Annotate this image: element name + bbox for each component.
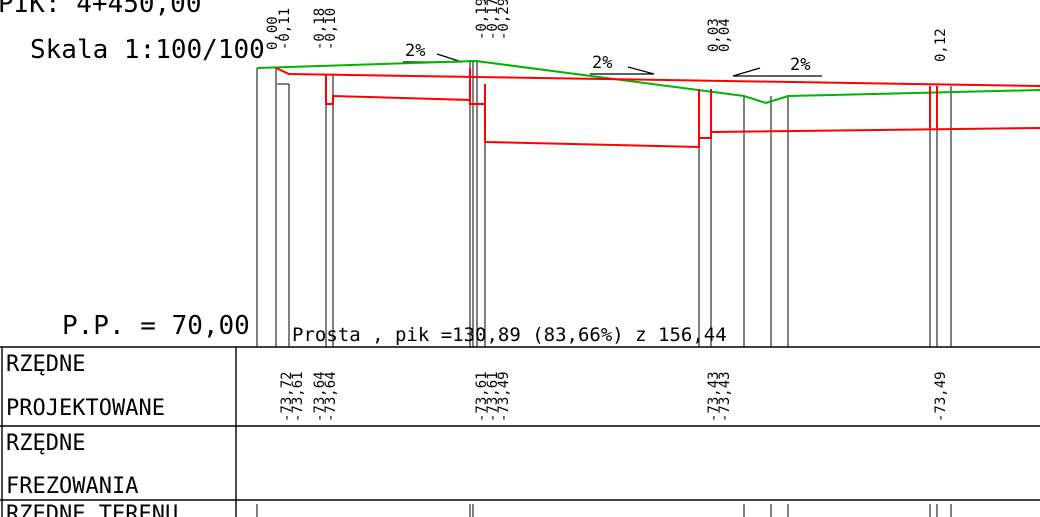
offset-label: -0,11: [277, 8, 293, 50]
slope-label: 2%: [592, 53, 612, 73]
row-label-milling-1: RZĘDNE: [6, 431, 85, 456]
offset-label: -0,18: [312, 8, 328, 50]
elevation-value: -73,49: [496, 371, 512, 422]
offset-label: -0,19: [474, 0, 490, 40]
elevation-value: -73,61: [474, 371, 490, 422]
terrain-line: [256, 59, 1040, 105]
elevation-value: -73,61: [290, 371, 306, 422]
row-label-milling-2: FREZOWANIA: [6, 474, 138, 499]
design-layers: [275, 67, 1040, 149]
row-label-projected-2: PROJEKTOWANE: [6, 396, 165, 421]
offset-label: -0,29: [496, 0, 512, 40]
slope-arrow: [590, 66, 655, 75]
slope-label: 2%: [790, 55, 810, 75]
offset-label: 0,00: [265, 16, 281, 50]
alignment-geometry-note: Prosta , pik =130,89 (83,66%) z 156,44: [292, 324, 727, 346]
reference-plane-label: P.P. = 70,00: [62, 311, 250, 341]
elevation-value: -73,49: [933, 371, 949, 422]
elevation-value: -73,43: [706, 371, 722, 422]
projected-elevations: -73,72 -73,61 -73,64 -73,64 -73,61 -73,6…: [279, 371, 949, 422]
slope-indicators: 2% 2% 2%: [403, 41, 822, 77]
table-row-labels: RZĘDNE PROJEKTOWANE RZĘDNE FREZOWANIA RZ…: [6, 352, 178, 517]
elevation-value: -73,43: [717, 371, 733, 422]
elevation-value: -73,64: [323, 371, 339, 422]
offset-label: 0,12: [933, 28, 949, 62]
elevation-value: -73,72: [279, 371, 295, 422]
offset-label: -0,10: [323, 8, 339, 50]
row-label-projected-1: RZĘDNE: [6, 352, 85, 377]
row-label-terrain: RZĘDNE TERENU: [6, 502, 178, 517]
slope-label: 2%: [405, 41, 425, 61]
elevation-value: -73,64: [312, 371, 328, 422]
terrain-row-ticks: [256, 504, 952, 517]
offset-label: 0,04: [717, 18, 733, 52]
station-header: PIK: 4+450,00: [0, 0, 202, 19]
scale-header: Skala 1:100/100: [30, 35, 265, 65]
elevation-value: -73,61: [485, 371, 501, 422]
offset-label: -0,17: [485, 0, 501, 40]
station-lines: [256, 60, 952, 347]
offset-label: 0,03: [706, 18, 722, 52]
offset-labels-top: 0,00 -0,11 -0,18 -0,10 -0,19 -0,17 -0,29…: [265, 0, 949, 62]
data-table-frame: [0, 346, 1040, 517]
slope-arrow: [732, 67, 822, 77]
